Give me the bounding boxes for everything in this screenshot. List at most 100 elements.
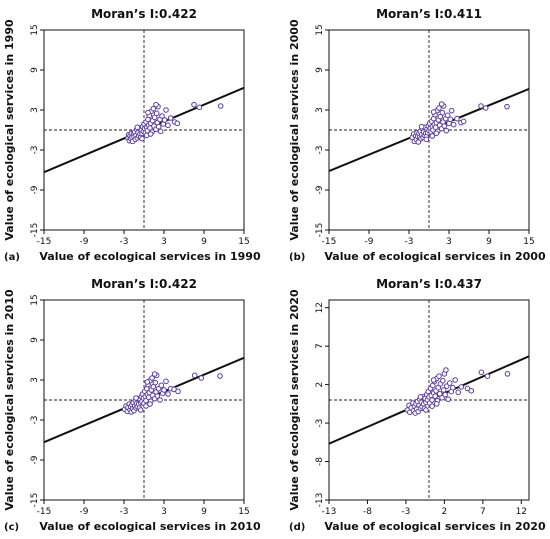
scatter-point	[460, 118, 467, 125]
y-tick-label: 3	[315, 107, 325, 113]
scatter-point	[153, 110, 160, 117]
y-tick-label: -3	[30, 146, 40, 155]
scatter-point	[423, 136, 430, 143]
y-tick-label: -3	[315, 146, 325, 155]
scatter-point	[450, 384, 456, 391]
scatter-point	[439, 109, 446, 116]
y-tick-label: -9	[30, 455, 40, 464]
y-tick-label: -9	[315, 185, 325, 194]
panel-label: (c)	[4, 522, 19, 533]
scatter-point	[440, 377, 446, 384]
scatter-point	[161, 117, 168, 123]
scatter-point	[147, 131, 154, 137]
x-tick-label: 7	[480, 507, 486, 517]
y-axis-label: Value of ecological services in 2020	[288, 289, 301, 511]
y-tick-label: -15	[30, 493, 40, 508]
y-tick-label: -3	[30, 416, 40, 425]
y-tick-label: 3	[30, 377, 40, 383]
chart-title: Moran’s I:0.437	[376, 277, 482, 291]
y-tick-label: -15	[30, 223, 40, 238]
scatter-point	[139, 135, 145, 142]
scatter-point	[161, 387, 167, 393]
scatter-point	[165, 391, 171, 397]
scatter-point	[430, 109, 437, 115]
scatter-point	[417, 394, 424, 400]
x-axis-label: Value of ecological services in 2000	[324, 250, 546, 263]
x-tick-label: -9	[365, 237, 374, 247]
y-tick-label: 15	[315, 24, 325, 35]
x-tick-label: 15	[238, 237, 249, 247]
y-tick-label: 2	[315, 382, 325, 388]
scatter-point	[478, 369, 485, 376]
chart-panel-1: Moran’s I:0.411 -15 -9 -3 3 9 15 -15 -9 -3 3 9 15 Val…	[288, 7, 546, 263]
x-tick-label: 2	[442, 507, 448, 517]
x-tick-label: -3	[120, 237, 129, 247]
chart-panel-2: Moran’s I:0.422 -15 -9 -3 3 9 15 -15 -9 -3 3 9 15 Val…	[3, 277, 261, 533]
scatter-point	[468, 387, 475, 394]
scatter-point	[217, 373, 223, 379]
scatter-point	[159, 113, 165, 119]
scatter-point	[433, 130, 440, 137]
scatter-point	[444, 112, 451, 119]
scatter-point	[448, 107, 455, 114]
scatter-points	[121, 371, 223, 415]
y-axis-label: Value of ecological services in 2010	[3, 289, 16, 511]
scatter-point	[167, 115, 174, 121]
x-tick-label: -15	[37, 507, 52, 517]
scatter-point	[442, 391, 448, 398]
scatter-point	[157, 397, 163, 403]
x-tick-label: -3	[401, 507, 410, 517]
scatter-point	[217, 103, 224, 109]
scatter-point	[152, 379, 159, 386]
scatter-point	[443, 367, 449, 373]
scatter-point	[429, 133, 436, 139]
x-tick-label: -3	[405, 237, 414, 247]
scatter-points	[404, 367, 511, 416]
x-tick-label: 9	[201, 237, 207, 247]
scatter-point	[191, 372, 198, 379]
scatter-point	[175, 388, 181, 395]
scatter-point	[191, 101, 197, 108]
y-tick-label: 15	[30, 294, 40, 305]
scatter-point	[458, 384, 465, 390]
x-tick-label: 3	[446, 237, 452, 247]
chart-panel-0: Moran’s I:0.422 -15 -9 -3 3 9 15 -15 -9 -3 3 9 15 Val…	[3, 7, 261, 263]
scatter-point	[150, 105, 157, 112]
scatter-point	[423, 407, 429, 413]
y-tick-label: 15	[30, 24, 40, 35]
y-axis-label: Value of ecological services in 1990	[3, 19, 16, 241]
scatter-point	[151, 371, 158, 377]
scatter-point	[484, 373, 491, 379]
y-tick-label: 7	[315, 343, 325, 349]
scatter-points	[409, 101, 510, 145]
x-tick-label: 12	[516, 507, 527, 517]
x-tick-label: -9	[80, 507, 89, 517]
x-tick-label: 3	[161, 507, 167, 517]
y-tick-label: -13	[315, 493, 325, 508]
chart-title: Moran’s I:0.411	[376, 7, 482, 21]
x-tick-label: -13	[322, 507, 337, 517]
scatter-point	[436, 373, 442, 379]
scatter-point	[445, 396, 452, 403]
x-tick-label: 9	[201, 507, 207, 517]
scatter-point	[174, 120, 181, 127]
scatter-point	[429, 403, 435, 409]
scatter-point	[163, 107, 169, 113]
y-tick-label: 9	[30, 337, 40, 343]
scatter-point	[452, 377, 458, 383]
scatter-point	[149, 375, 155, 381]
y-tick-label: -3	[315, 419, 325, 428]
scatter-point	[157, 128, 164, 135]
chart-title: Moran’s I:0.422	[91, 7, 197, 21]
scatter-point	[436, 105, 442, 111]
scatter-point	[429, 397, 435, 403]
scatter-point	[504, 371, 511, 377]
scatter-point	[454, 115, 460, 122]
scatter-point	[446, 380, 453, 386]
chart-panel-3: Moran’s I:0.437 -13 -8 -3 2 7 12 -13 -8 -3 2 7 12 Val…	[288, 277, 546, 533]
x-axis-label: Value of ecological services in 2010	[39, 520, 261, 533]
scatter-point	[432, 393, 438, 399]
y-tick-label: 3	[30, 107, 40, 113]
scatter-point	[198, 375, 205, 381]
